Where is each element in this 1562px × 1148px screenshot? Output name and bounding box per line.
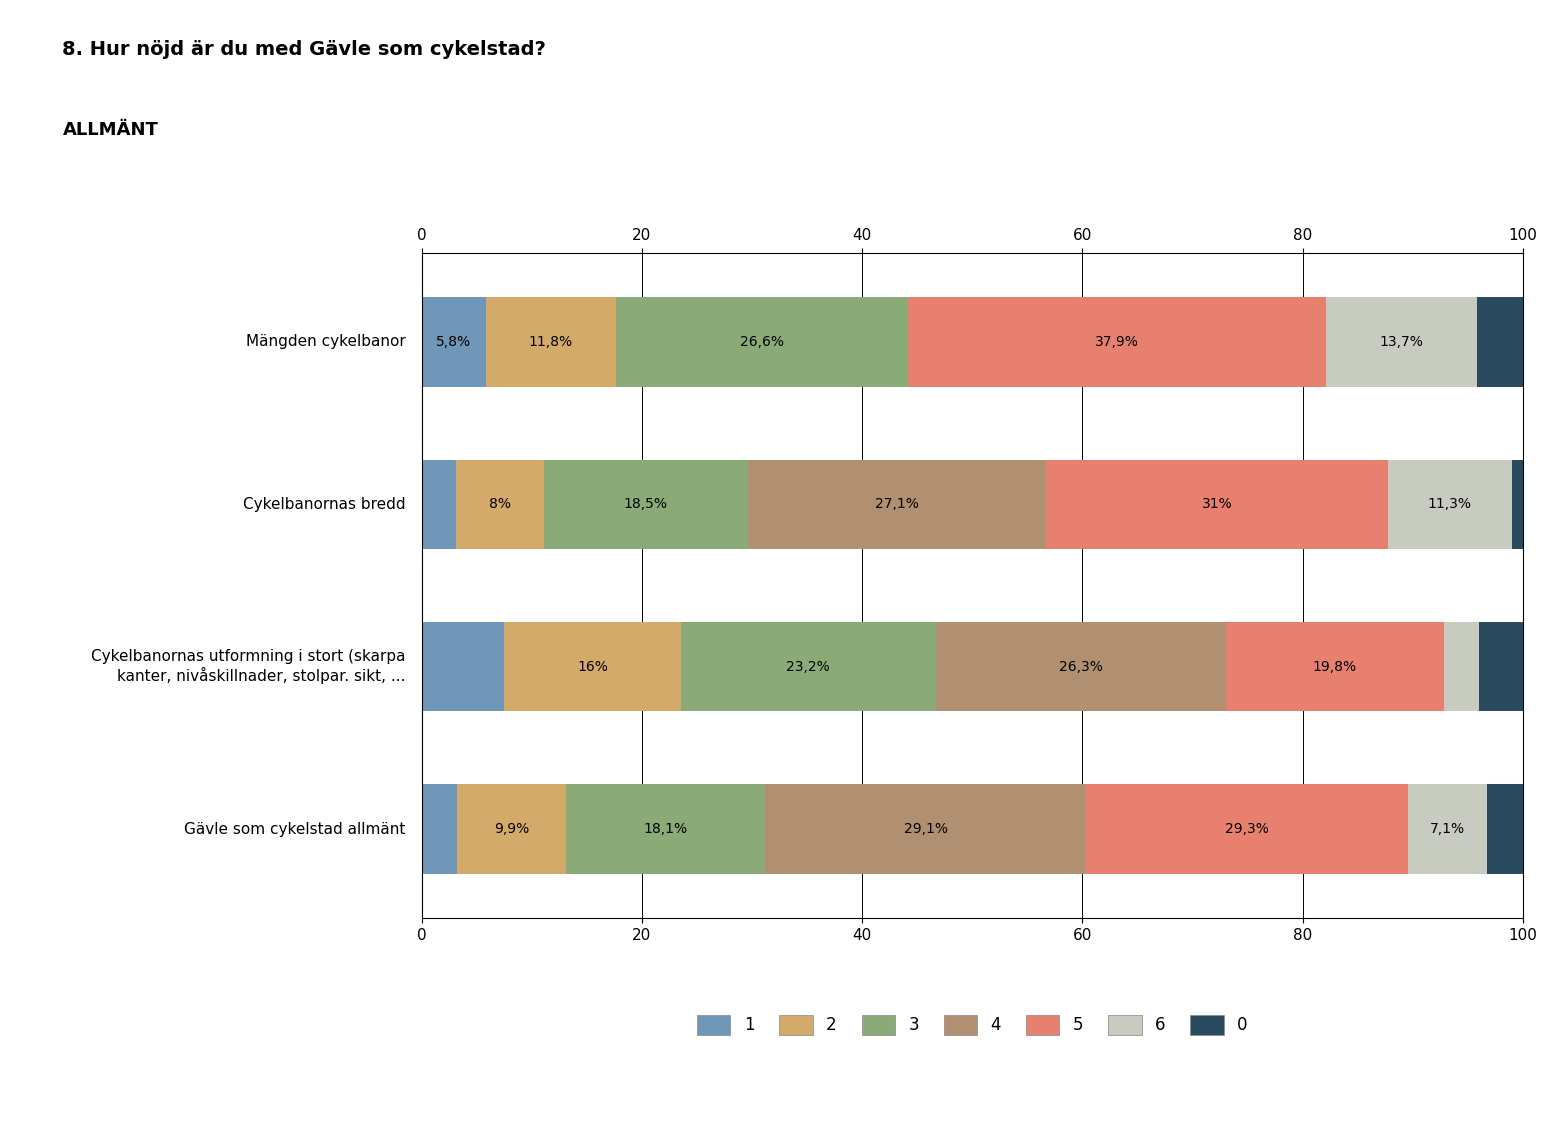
Text: 18,1%: 18,1% [644,822,687,836]
Text: ALLMÄNT: ALLMÄNT [62,121,158,139]
Text: 27,1%: 27,1% [875,497,918,511]
Bar [458,784,565,874]
Bar [422,459,456,549]
Text: 8. Hur nöjd är du med Gävle som cykelstad?: 8. Hur nöjd är du med Gävle som cykelsta… [62,40,547,60]
Text: 37,9%: 37,9% [1095,335,1139,349]
Text: 31%: 31% [1201,497,1232,511]
Text: 19,8%: 19,8% [1312,660,1357,674]
Bar [1086,784,1409,874]
Text: 9,9%: 9,9% [494,822,530,836]
Text: 11,3%: 11,3% [1428,497,1471,511]
Bar [505,622,681,712]
Text: 11,8%: 11,8% [528,335,573,349]
Text: 16%: 16% [576,660,608,674]
Bar [765,784,1086,874]
Text: 5,8%: 5,8% [436,335,472,349]
Bar [422,784,458,874]
Bar [422,622,505,712]
Text: 7,1%: 7,1% [1429,822,1465,836]
Text: 23,2%: 23,2% [786,660,829,674]
Bar [748,459,1047,549]
Bar [1476,297,1523,387]
Bar [1326,297,1476,387]
Bar [486,297,615,387]
Text: 26,6%: 26,6% [740,335,784,349]
Bar [1409,784,1487,874]
Text: 8%: 8% [489,497,511,511]
Text: 26,3%: 26,3% [1059,660,1103,674]
Bar [544,459,748,549]
Bar [1047,459,1387,549]
Text: 18,5%: 18,5% [623,497,669,511]
Bar [681,622,936,712]
Bar [615,297,909,387]
Text: 29,3%: 29,3% [1225,822,1268,836]
Bar [1479,622,1523,712]
Bar [565,784,765,874]
Bar [1226,622,1443,712]
Bar [1487,784,1523,874]
Bar [1387,459,1512,549]
Bar [1443,622,1479,712]
Bar [909,297,1326,387]
Text: 13,7%: 13,7% [1379,335,1423,349]
Bar [1512,459,1523,549]
Bar [456,459,544,549]
Legend: 1, 2, 3, 4, 5, 6, 0: 1, 2, 3, 4, 5, 6, 0 [689,1007,1256,1044]
Text: 29,1%: 29,1% [903,822,948,836]
Bar [422,297,486,387]
Bar [936,622,1226,712]
